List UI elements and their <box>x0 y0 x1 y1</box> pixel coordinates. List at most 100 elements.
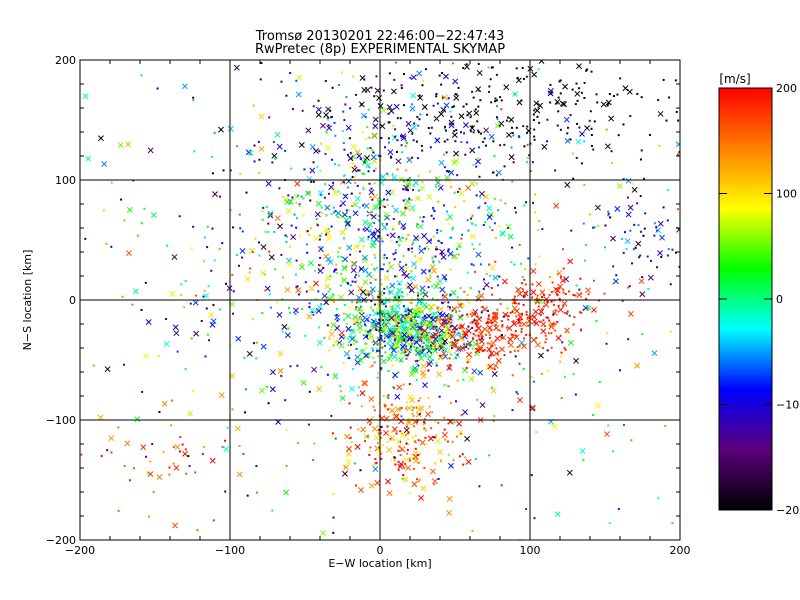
data-point-dot <box>447 301 450 304</box>
data-point-dot <box>373 95 376 98</box>
data-point-dot <box>471 347 474 350</box>
data-point-dot <box>256 341 259 344</box>
data-point-dot <box>349 436 352 439</box>
data-point-cross <box>411 481 418 488</box>
data-point-dot <box>196 529 199 532</box>
data-point-dot <box>437 477 440 480</box>
data-point-dot <box>356 394 359 397</box>
data-point-dot <box>342 141 345 144</box>
data-point-dot <box>117 426 120 429</box>
data-point-dot <box>560 351 563 354</box>
data-point-cross <box>410 74 417 81</box>
data-point-dot <box>437 328 440 331</box>
data-point-cross <box>453 150 460 157</box>
data-point-dot <box>421 311 424 314</box>
data-point-dot <box>110 245 113 248</box>
data-point-dot <box>123 464 126 467</box>
data-point-dot <box>294 312 297 315</box>
data-point-dot <box>492 315 495 318</box>
data-point-dot <box>264 230 267 233</box>
data-point-dot <box>231 408 234 411</box>
data-point-dot <box>518 243 521 246</box>
data-point-dot <box>521 66 524 69</box>
data-point-dot <box>332 344 335 347</box>
data-point-cross <box>458 190 465 197</box>
data-point-dot <box>526 143 529 146</box>
data-point-dot <box>315 222 318 225</box>
data-point-dot <box>433 312 436 315</box>
data-point-dot <box>403 466 406 469</box>
data-point-dot <box>291 196 294 199</box>
data-point-dot <box>412 241 415 244</box>
data-point-dot <box>437 260 440 263</box>
data-point-dot <box>445 218 448 221</box>
data-point-dot <box>551 325 554 328</box>
data-point-cross <box>537 352 544 359</box>
data-point-cross <box>540 321 547 328</box>
data-point-dot <box>451 309 454 312</box>
data-point-cross <box>324 144 331 151</box>
data-point-dot <box>415 140 418 143</box>
data-point-dot <box>579 311 582 314</box>
data-point-dot <box>465 63 468 66</box>
data-point-dot <box>455 311 458 314</box>
data-point-cross <box>486 205 493 212</box>
data-point-dot <box>513 349 516 352</box>
data-point-cross <box>626 88 633 95</box>
data-point-dot <box>490 66 493 69</box>
data-point-dot <box>474 458 477 461</box>
data-point-cross <box>395 438 402 445</box>
data-point-dot <box>455 339 458 342</box>
data-point-dot <box>641 333 644 336</box>
data-point-dot <box>603 292 606 295</box>
data-point-dot <box>460 141 463 144</box>
data-point-dot <box>676 208 679 211</box>
data-point-dot <box>308 390 311 393</box>
data-point-cross <box>406 419 413 426</box>
x-tick-label: 200 <box>670 544 691 557</box>
data-point-cross <box>234 425 241 432</box>
data-point-cross <box>511 320 518 327</box>
data-point-dot <box>534 193 537 196</box>
data-point-dot <box>517 318 520 321</box>
data-point-dot <box>406 187 409 190</box>
data-point-cross <box>329 294 336 301</box>
data-point-dot <box>342 312 345 315</box>
data-point-dot <box>665 119 668 122</box>
data-point-dot <box>324 152 327 155</box>
data-point-dot <box>499 96 502 99</box>
data-point-dot <box>258 158 261 161</box>
colorbar-tick-label: 0 <box>776 293 783 306</box>
data-point-cross <box>408 287 415 294</box>
data-point-dot <box>158 411 161 414</box>
data-point-cross <box>388 344 395 350</box>
data-point-cross <box>316 339 323 346</box>
data-point-dot <box>308 233 311 236</box>
data-point-dot <box>232 312 235 315</box>
data-point-dot <box>677 119 680 122</box>
data-point-dot <box>525 333 528 336</box>
data-point-dot <box>578 126 581 129</box>
x-tick-label: −200 <box>65 544 95 557</box>
data-point-cross <box>370 154 377 161</box>
data-point-cross <box>438 159 445 166</box>
data-point-dot <box>480 132 483 135</box>
data-point-cross <box>456 242 463 249</box>
data-point-dot <box>474 270 477 273</box>
data-point-cross <box>386 490 393 497</box>
data-point-dot <box>400 352 403 355</box>
data-point-dot <box>379 318 382 321</box>
data-point-dot <box>345 95 348 98</box>
data-point-dot <box>350 441 353 444</box>
data-point-dot <box>475 165 478 168</box>
data-point-dot <box>407 233 410 236</box>
data-point-cross <box>485 364 492 371</box>
data-point-dot <box>377 322 380 325</box>
data-point-dot <box>372 127 375 130</box>
data-point-cross <box>309 143 316 150</box>
data-point-dot <box>412 414 415 417</box>
data-point-dot <box>390 156 393 159</box>
data-point-dot <box>378 401 381 404</box>
data-point-dot <box>368 212 371 215</box>
data-point-dot <box>411 132 414 135</box>
